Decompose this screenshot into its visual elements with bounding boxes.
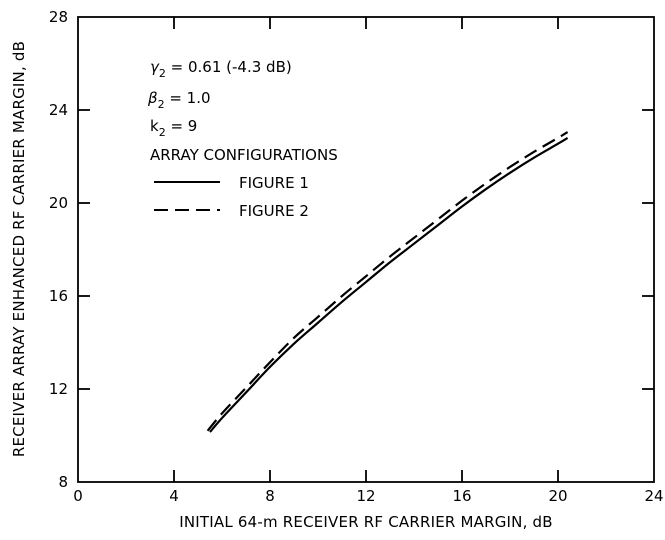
x-tick-label: 8: [265, 487, 275, 505]
y-axis-ticks: [78, 109, 654, 390]
series-line-2: [206, 131, 569, 432]
x-tick-label: 0: [73, 487, 83, 505]
y-tick-label: 8: [58, 473, 68, 491]
plot-frame: [77, 16, 655, 483]
x-tick-label: 4: [169, 487, 179, 505]
y-tick-label: 24: [49, 101, 68, 119]
legend-label-figure-1: FIGURE 1: [239, 174, 309, 192]
series-layer: [206, 131, 569, 433]
x-tick-label: 16: [452, 487, 471, 505]
x-axis-ticks: [173, 17, 559, 482]
x-axis-tick-labels: 0 4 8 12 16 20 24: [73, 487, 663, 505]
y-axis-tick-labels: 8 12 16 20 24 28: [49, 8, 68, 491]
x-axis-label: INITIAL 64-m RECEIVER RF CARRIER MARGIN,…: [179, 513, 552, 531]
legend-label-figure-2: FIGURE 2: [239, 202, 309, 220]
y-tick-label: 20: [49, 194, 68, 212]
series-line-1: [209, 136, 569, 433]
x-tick-label: 12: [356, 487, 375, 505]
y-axis-label: RECEIVER ARRAY ENHANCED RF CARRIER MARGI…: [10, 41, 28, 457]
legend-title: ARRAY CONFIGURATIONS: [150, 146, 338, 164]
annotation-gamma: γ2 = 0.61 (-4.3 dB): [150, 58, 292, 80]
annotation-k: k2 = 9: [150, 117, 197, 139]
x-tick-label: 24: [644, 487, 663, 505]
annotation-beta: β2 = 1.0: [147, 89, 211, 111]
y-tick-label: 12: [49, 380, 68, 398]
y-tick-label: 16: [49, 287, 68, 305]
x-tick-label: 20: [548, 487, 567, 505]
y-tick-label: 28: [49, 8, 68, 26]
